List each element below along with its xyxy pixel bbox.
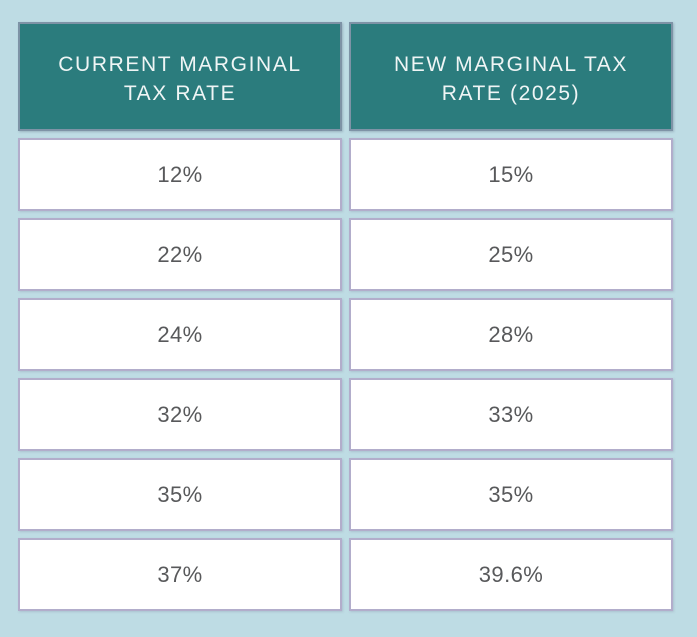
cell-row5-current-rate: 35% xyxy=(18,458,342,531)
column-header-new-marginal-tax-rate-2025: NEW MARGINAL TAX RATE (2025) xyxy=(349,22,673,131)
cell-row4-new-rate: 33% xyxy=(349,378,673,451)
cell-row1-current-rate: 12% xyxy=(18,138,342,211)
column-header-current-marginal-tax-rate: CURRENT MARGINAL TAX RATE xyxy=(18,22,342,131)
cell-row3-new-rate: 28% xyxy=(349,298,673,371)
cell-row2-new-rate: 25% xyxy=(349,218,673,291)
cell-row6-new-rate: 39.6% xyxy=(349,538,673,611)
cell-row1-new-rate: 15% xyxy=(349,138,673,211)
cell-row3-current-rate: 24% xyxy=(18,298,342,371)
cell-row4-current-rate: 32% xyxy=(18,378,342,451)
cell-row2-current-rate: 22% xyxy=(18,218,342,291)
cell-row6-current-rate: 37% xyxy=(18,538,342,611)
cell-row5-new-rate: 35% xyxy=(349,458,673,531)
tax-rate-comparison-table: CURRENT MARGINAL TAX RATE NEW MARGINAL T… xyxy=(18,22,673,611)
